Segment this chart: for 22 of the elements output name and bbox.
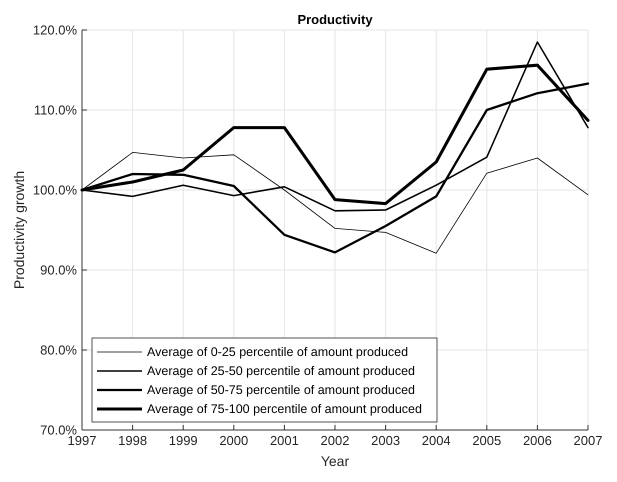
y-tick-label: 80.0% [40, 342, 78, 358]
x-tick-label: 2000 [219, 433, 248, 448]
y-tick-label: 100.0% [32, 182, 78, 198]
y-tick-label: 120.0% [32, 22, 78, 38]
x-tick-label: 1998 [118, 433, 148, 448]
x-tick-label: 2001 [270, 433, 299, 448]
x-tick-label: 2007 [574, 433, 602, 448]
chart-title: Productivity [297, 12, 374, 27]
legend-label: Average of 50-75 percentile of amount produced [147, 383, 416, 397]
legend-label: Average of 75-100 percentile of amount produced [147, 402, 422, 416]
y-tick-label: 110.0% [34, 102, 78, 118]
x-tick-label: 2006 [522, 433, 552, 448]
x-tick-label: 2005 [472, 433, 502, 448]
x-tick-label: 2002 [320, 433, 350, 448]
y-tick-label: 90.0% [40, 262, 78, 278]
x-axis-title: Year [320, 453, 350, 469]
legend-label: Average of 0-25 percentile of amount produced [147, 345, 408, 359]
x-tick-label: 1999 [168, 433, 198, 448]
x-tick-label: 2004 [422, 433, 451, 448]
x-tick-label: 2003 [371, 433, 400, 448]
legend-label: Average of 25-50 percentile of amount produced [147, 364, 416, 378]
y-axis-title: Productivity growth [11, 170, 27, 290]
